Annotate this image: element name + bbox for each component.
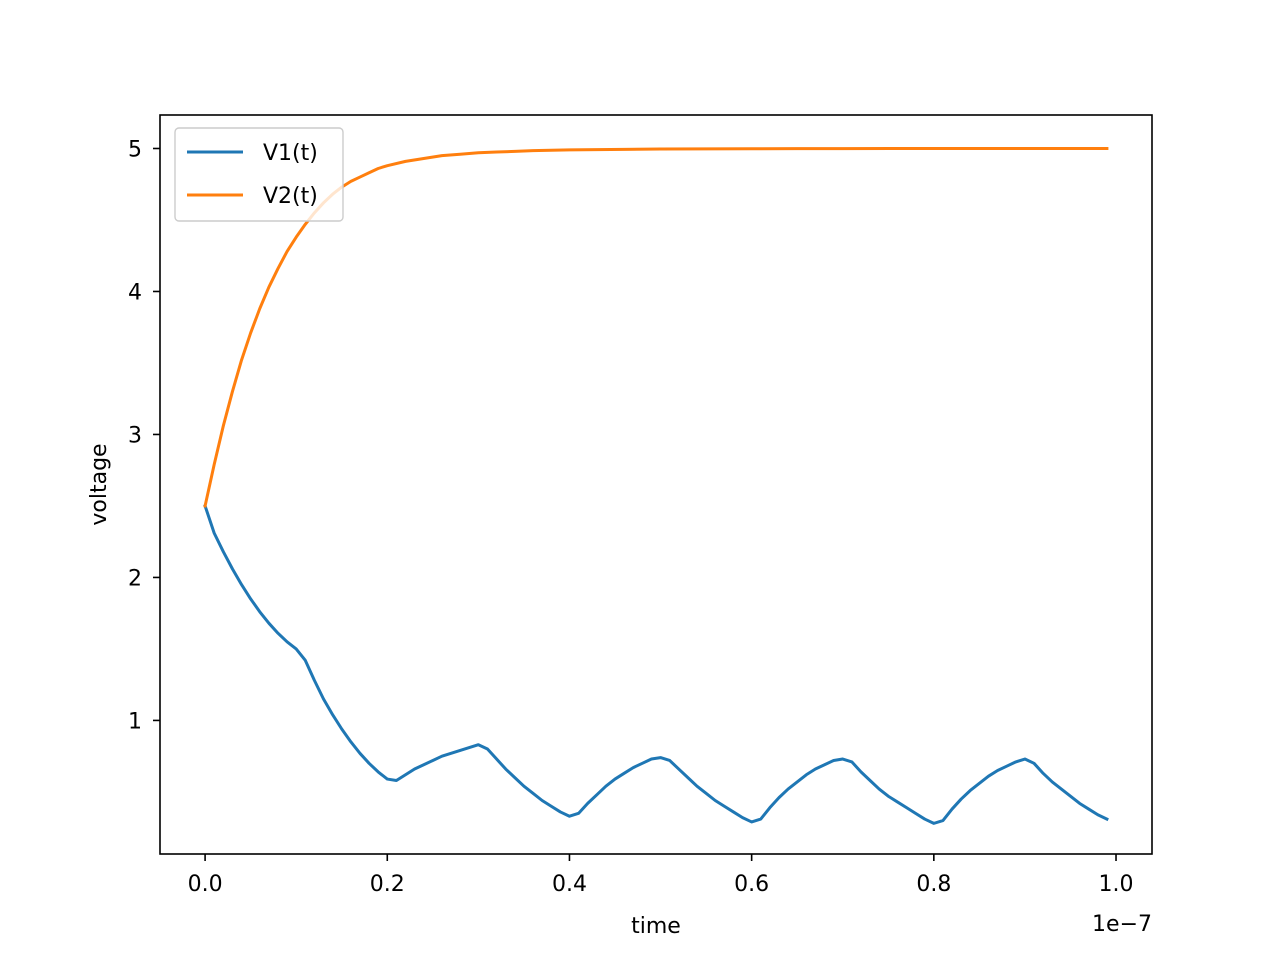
y-tick-label: 3	[128, 423, 142, 448]
y-tick-label: 5	[128, 137, 142, 162]
ticks-layer: 0.0 0.2 0.4 0.6 0.8 1.0 1 2 3 4 5	[128, 137, 1134, 897]
x-tick-label: 0.0	[188, 872, 223, 897]
legend-label-1: V1(t)	[263, 141, 318, 166]
legend: V1(t) V2(t)	[174, 127, 344, 222]
series-line-1	[203, 504, 1109, 825]
x-axis-offset-text: 1e−7	[1092, 912, 1152, 937]
y-axis-label: voltage	[87, 443, 112, 525]
x-tick-label: 0.6	[734, 872, 769, 897]
axes-frame	[159, 114, 1153, 855]
series-line-2	[203, 146, 1109, 508]
x-axis-label: time	[631, 914, 681, 939]
y-tick-label: 1	[128, 709, 142, 734]
y-tick-label: 4	[128, 280, 142, 305]
x-tick-label: 1.0	[1099, 872, 1134, 897]
legend-label-2: V2(t)	[263, 184, 318, 209]
x-tick-label: 0.2	[370, 872, 405, 897]
x-tick-label: 0.4	[552, 872, 587, 897]
y-tick-label: 2	[128, 566, 142, 591]
x-tick-label: 0.8	[916, 872, 951, 897]
series-layer	[203, 146, 1109, 825]
